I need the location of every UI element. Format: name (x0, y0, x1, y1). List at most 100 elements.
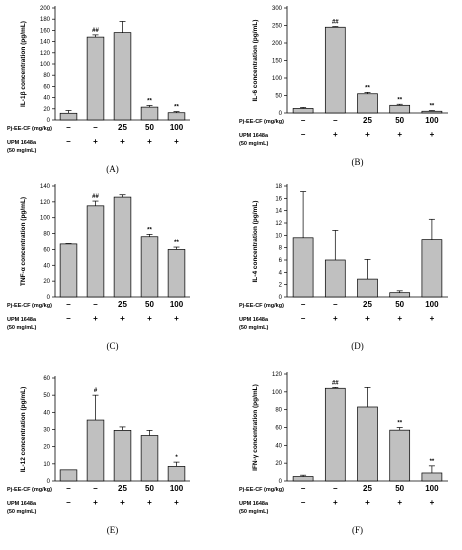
y-tick-label: 60 (43, 247, 50, 253)
stimulus-value: + (365, 498, 370, 507)
y-tick-label: 0 (47, 118, 51, 124)
y-tick-label: 60 (43, 84, 50, 90)
y-axis-label: IL-6 concentration (pg/mL) (252, 20, 259, 102)
y-tick-label: 80 (43, 73, 50, 79)
stimulus-label: UPM 1648a (239, 133, 269, 139)
y-axis-label: TNF-α concentration (pg/mL) (20, 197, 27, 286)
y-tick-label: 10 (43, 462, 50, 468)
stimulus-value: + (147, 498, 152, 507)
stimulus-dose-label: (50 mg/mL) (7, 509, 37, 515)
bar (59, 243, 78, 298)
significance-label: ** (397, 421, 402, 427)
stimulus-value: + (333, 130, 338, 139)
y-tick-label: 20 (275, 461, 282, 467)
stimulus-value: + (93, 137, 98, 146)
stimulus-dose-label: (50 mg/mL) (239, 141, 269, 147)
bar (140, 236, 159, 298)
stimulus-value: + (397, 314, 402, 323)
y-tick-label: 20 (43, 279, 50, 285)
y-axis-label: IFN-γ concentration (pg/mL) (252, 384, 259, 471)
y-tick-label: 100 (272, 390, 283, 396)
y-tick-label: 200 (272, 41, 283, 47)
y-tick-label: 200 (40, 6, 51, 12)
significance-label: ## (332, 20, 339, 26)
chart-panel-1: 0 20 40 60 80 100 120 140 160 180 200 IL-1β concent… (7, 6, 190, 174)
significance-label: ** (174, 105, 179, 111)
treatment-label: Pj-EE-CF (mg/kg) (239, 303, 284, 309)
stimulus-value: – (301, 498, 306, 507)
significance-label: ** (430, 459, 435, 465)
treatment-value: 100 (170, 123, 184, 132)
bar (292, 237, 314, 298)
y-tick-label: 180 (40, 17, 51, 23)
y-tick-label: 30 (43, 428, 50, 434)
bar (292, 476, 314, 482)
y-tick-label: 0 (47, 479, 51, 485)
stimulus-value: + (93, 498, 98, 507)
significance-label: ## (332, 380, 339, 386)
stimulus-label: UPM 1648a (7, 501, 37, 507)
panel-label: (F) (352, 525, 363, 535)
bar (389, 104, 411, 114)
stimulus-value: + (147, 314, 152, 323)
y-axis-label: IL-1β concentration (pg/mL) (20, 21, 27, 107)
stimulus-value: + (333, 498, 338, 507)
stimulus-value: + (365, 314, 370, 323)
stimulus-value: + (93, 314, 98, 323)
significance-label: ## (92, 28, 99, 34)
y-tick-label: 140 (40, 40, 51, 46)
stimulus-dose-label: (50 mg/mL) (239, 325, 269, 331)
chart-panel-5: 0 10 20 30 40 50 60 IL-12 concentration (pg/mL)… (7, 376, 190, 535)
y-tick-label: 2 (279, 283, 283, 289)
stimulus-value: + (174, 137, 179, 146)
y-tick-label: 50 (275, 94, 282, 100)
bar (59, 112, 78, 121)
stimulus-value: + (120, 498, 125, 507)
y-tick-label: 120 (40, 200, 51, 206)
panel-label: (C) (107, 341, 119, 351)
y-tick-label: 100 (272, 76, 283, 82)
bar (421, 472, 443, 482)
treatment-value: – (333, 484, 338, 493)
bar (357, 93, 378, 114)
y-tick-label: 40 (43, 263, 50, 269)
treatment-value: 50 (145, 300, 154, 309)
y-tick-label: 150 (272, 59, 283, 65)
bar (86, 419, 105, 482)
y-tick-label: 6 (279, 258, 283, 264)
stimulus-label: UPM 1648a (7, 317, 37, 323)
y-tick-label: 60 (275, 426, 282, 432)
y-tick-label: 20 (43, 107, 50, 113)
stimulus-value: + (365, 130, 370, 139)
panel-label: (B) (352, 157, 364, 167)
treatment-value: 25 (118, 123, 127, 132)
bar (421, 110, 443, 114)
treatment-value: 100 (425, 484, 439, 493)
stimulus-value: + (430, 130, 435, 139)
y-tick-label: 100 (40, 216, 51, 222)
treatment-value: 50 (395, 116, 404, 125)
treatment-value: 100 (425, 116, 439, 125)
treatment-value: – (301, 116, 306, 125)
bar (167, 249, 186, 298)
stimulus-value: + (120, 314, 125, 323)
y-axis-label: IL-4 concentration (pg/mL) (252, 201, 259, 283)
treatment-value: 25 (363, 300, 372, 309)
bar (113, 32, 132, 121)
chart-panel-3: 0 20 40 60 80 100 120 140 TNF-α concentration (p… (7, 184, 190, 351)
treatment-label: Pj-EE-CF (mg/kg) (7, 126, 52, 132)
treatment-value: – (93, 484, 98, 493)
bar (324, 387, 346, 482)
y-tick-label: 0 (279, 479, 283, 485)
significance-label: * (175, 455, 178, 461)
y-tick-label: 8 (279, 246, 283, 252)
stimulus-value: – (301, 314, 306, 323)
treatment-value: 50 (145, 123, 154, 132)
significance-label: # (94, 388, 98, 394)
bar (389, 429, 411, 482)
bar (421, 239, 443, 298)
y-tick-label: 4 (279, 270, 283, 276)
y-tick-label: 0 (279, 295, 283, 301)
significance-label: ** (397, 97, 402, 103)
